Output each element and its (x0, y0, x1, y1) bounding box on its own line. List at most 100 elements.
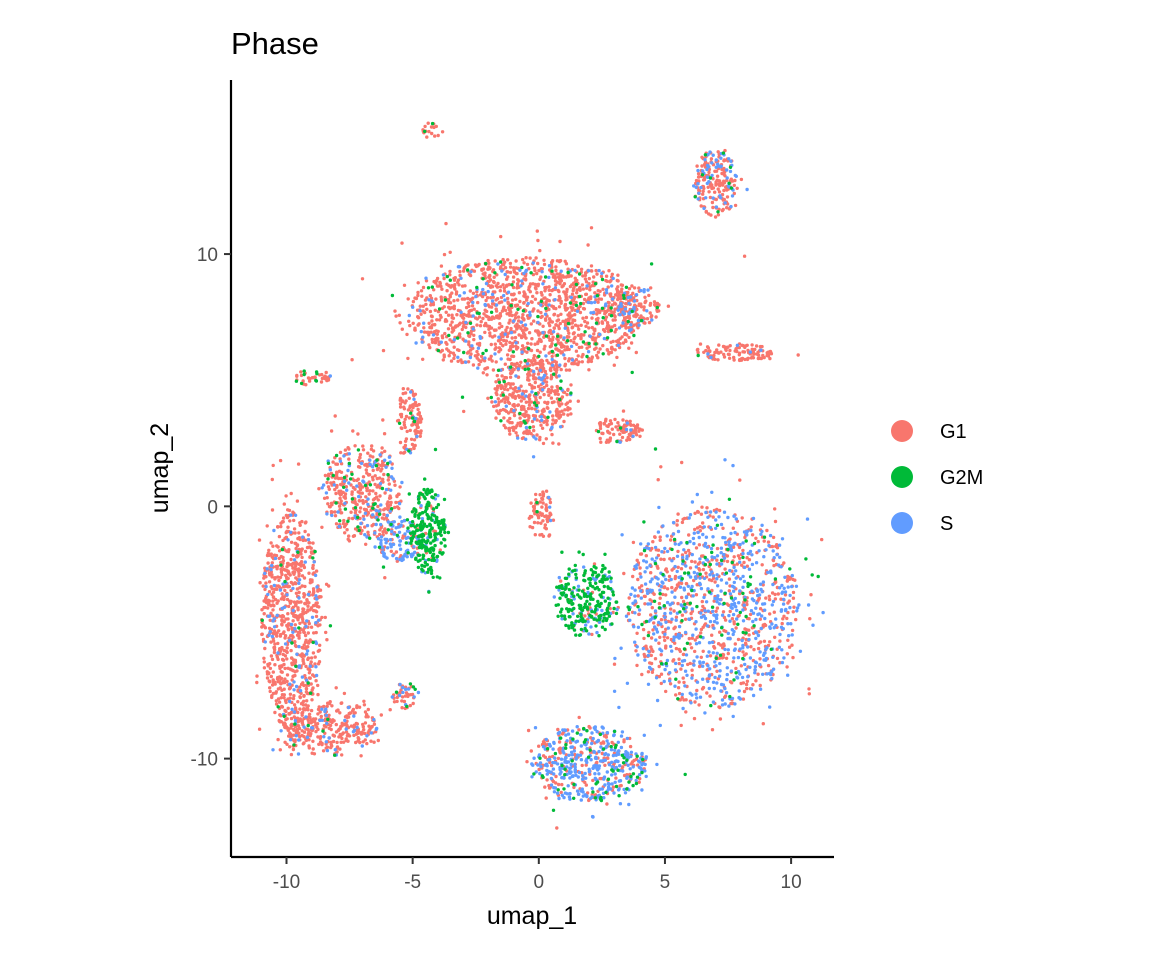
scatter-point (288, 638, 292, 643)
scatter-point (628, 295, 633, 299)
scatter-point (584, 763, 588, 767)
scatter-point (345, 715, 349, 720)
scatter-point (661, 592, 665, 597)
scatter-point (581, 287, 585, 291)
scatter-point (271, 678, 275, 682)
scatter-point (291, 608, 295, 613)
scatter-point (285, 565, 289, 569)
scatter-point (608, 437, 612, 442)
scatter-point (559, 312, 563, 316)
scatter-point (722, 643, 726, 648)
scatter-point (725, 559, 730, 564)
scatter-point (302, 592, 306, 596)
scatter-point (625, 421, 629, 425)
scatter-point (705, 506, 709, 510)
scatter-point (283, 588, 287, 593)
scatter-point (316, 624, 320, 628)
scatter-point (471, 296, 475, 300)
scatter-point (509, 386, 513, 390)
scatter-point (275, 631, 279, 635)
scatter-point (623, 307, 628, 311)
scatter-point (297, 738, 301, 742)
scatter-point (573, 268, 577, 273)
scatter-point (433, 308, 437, 312)
scatter-point (603, 763, 607, 767)
scatter-point (646, 288, 650, 292)
scatter-point (744, 637, 748, 642)
scatter-point (525, 327, 529, 331)
scatter-point (681, 676, 685, 680)
scatter-point (255, 674, 259, 678)
scatter-point (418, 420, 422, 424)
scatter-point (331, 733, 335, 737)
scatter-point (586, 269, 591, 273)
scatter-point (448, 250, 452, 254)
scatter-point (327, 736, 331, 740)
scatter-point (569, 383, 573, 387)
scatter-point (591, 310, 596, 315)
scatter-point (428, 309, 433, 314)
scatter-point (312, 631, 316, 635)
scatter-point (775, 656, 780, 661)
scatter-point (677, 657, 681, 661)
scatter-point (525, 298, 529, 302)
scatter-point (295, 652, 299, 656)
scatter-point (510, 336, 514, 340)
scatter-point (557, 289, 561, 294)
scatter-point (742, 689, 747, 694)
scatter-point (359, 483, 363, 487)
scatter-point (486, 396, 490, 400)
scatter-point (593, 339, 597, 343)
scatter-point (546, 406, 550, 410)
scatter-point (674, 646, 679, 651)
scatter-point (413, 328, 417, 332)
scatter-point (338, 450, 343, 455)
scatter-point (479, 354, 484, 359)
scatter-point (480, 267, 484, 272)
scatter-point (301, 646, 305, 650)
scatter-point (589, 269, 593, 273)
scatter-point (483, 274, 487, 278)
scatter-point (730, 617, 735, 621)
scatter-point (720, 208, 725, 213)
scatter-point (498, 285, 503, 289)
scatter-point (285, 673, 290, 677)
scatter-point (297, 578, 302, 582)
scatter-point (558, 321, 562, 326)
scatter-point (572, 785, 576, 790)
scatter-point (451, 316, 456, 320)
scatter-point (535, 418, 539, 422)
scatter-point (552, 326, 556, 330)
scatter-point (594, 317, 599, 322)
scatter-point (294, 734, 298, 738)
scatter-point (458, 294, 462, 298)
scatter-point (293, 718, 298, 723)
scatter-point (471, 314, 475, 318)
scatter-point (549, 366, 553, 370)
scatter-point (493, 342, 497, 346)
scatter-point (500, 384, 504, 388)
scatter-point (737, 591, 742, 596)
scatter-point (340, 736, 344, 741)
scatter-point (502, 387, 507, 391)
scatter-point (630, 760, 635, 764)
scatter-point (696, 509, 700, 514)
scatter-point (731, 545, 736, 549)
scatter-point (502, 416, 506, 420)
scatter-point (669, 607, 673, 611)
scatter-point (528, 284, 532, 288)
scatter-point (687, 636, 691, 641)
scatter-point (708, 195, 713, 200)
scatter-point (270, 587, 274, 591)
scatter-point (294, 546, 298, 551)
scatter-point (778, 661, 782, 665)
scatter-point (525, 262, 530, 267)
scatter-point (504, 404, 508, 408)
scatter-point (288, 682, 292, 686)
scatter-point (559, 276, 563, 281)
scatter-point (609, 294, 613, 298)
scatter-point (452, 338, 456, 342)
scatter-point (358, 510, 362, 514)
scatter-point (279, 524, 283, 529)
scatter-point (289, 723, 293, 727)
